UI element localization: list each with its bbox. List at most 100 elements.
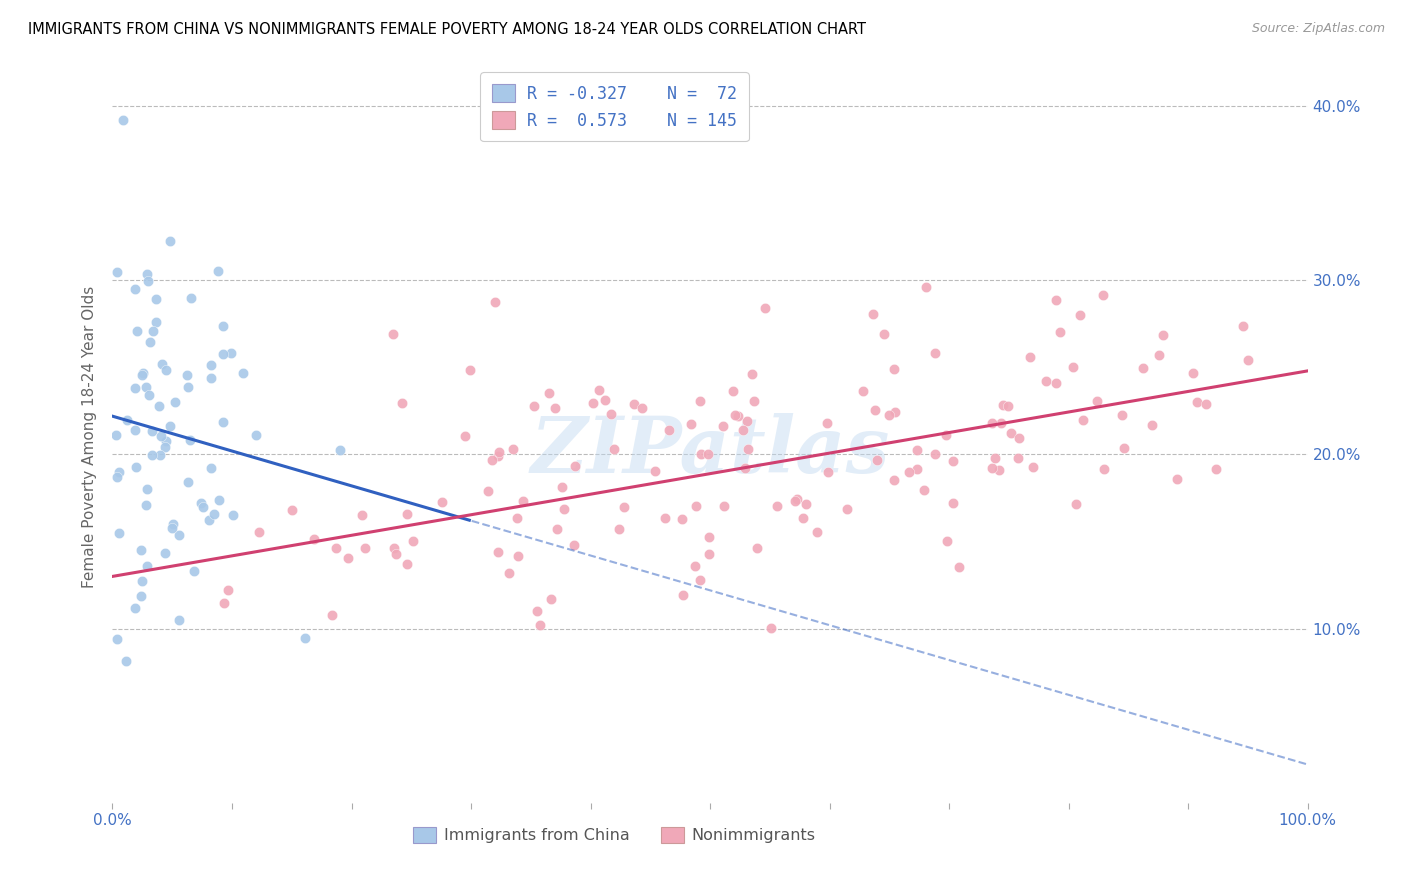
Point xyxy=(458,363,481,377)
Point xyxy=(395,557,418,571)
Point xyxy=(734,461,756,475)
Point xyxy=(141,424,163,438)
Point xyxy=(245,427,267,442)
Point xyxy=(142,324,165,338)
Point xyxy=(1022,459,1045,474)
Point xyxy=(124,600,146,615)
Point xyxy=(159,419,181,434)
Point xyxy=(741,368,763,382)
Point xyxy=(883,361,905,376)
Point xyxy=(1236,352,1258,367)
Point xyxy=(711,419,734,434)
Point xyxy=(481,453,503,467)
Point xyxy=(145,292,167,306)
Point xyxy=(551,480,574,494)
Point xyxy=(988,463,1011,477)
Point xyxy=(593,392,616,407)
Point xyxy=(862,307,884,321)
Point xyxy=(1152,327,1174,342)
Point xyxy=(506,510,529,524)
Point xyxy=(873,326,896,341)
Point xyxy=(1185,394,1208,409)
Point xyxy=(191,500,214,514)
Point xyxy=(1166,472,1188,486)
Point xyxy=(759,621,782,635)
Point xyxy=(1049,325,1071,339)
Point xyxy=(1069,308,1091,322)
Point xyxy=(742,394,765,409)
Point xyxy=(877,409,900,423)
Point xyxy=(942,496,965,510)
Point xyxy=(391,396,413,410)
Point xyxy=(600,408,623,422)
Point xyxy=(1035,374,1057,388)
Point xyxy=(212,415,235,429)
Point xyxy=(136,559,159,574)
Point xyxy=(329,442,352,457)
Point xyxy=(247,524,270,539)
Point xyxy=(537,385,560,400)
Point xyxy=(1149,348,1171,362)
Point xyxy=(124,381,146,395)
Point xyxy=(794,497,817,511)
Point xyxy=(200,461,222,475)
Point xyxy=(696,447,718,461)
Point xyxy=(294,632,316,646)
Point xyxy=(681,417,703,432)
Point xyxy=(588,383,610,397)
Point xyxy=(697,547,720,561)
Point xyxy=(936,534,959,549)
Point xyxy=(754,301,776,316)
Point xyxy=(1114,442,1136,456)
Point xyxy=(212,596,235,610)
Point xyxy=(883,473,905,487)
Point xyxy=(984,450,1007,465)
Point xyxy=(180,291,202,305)
Point xyxy=(141,448,163,462)
Point xyxy=(1085,393,1108,408)
Point xyxy=(321,608,343,623)
Point xyxy=(990,417,1012,431)
Point xyxy=(529,618,551,632)
Point xyxy=(553,501,575,516)
Point xyxy=(1071,413,1094,427)
Point xyxy=(948,560,970,574)
Point xyxy=(562,538,585,552)
Point xyxy=(325,541,347,555)
Point xyxy=(1232,319,1254,334)
Point xyxy=(1205,462,1227,476)
Point xyxy=(683,558,706,573)
Point xyxy=(382,327,405,342)
Point xyxy=(644,464,666,478)
Point xyxy=(544,401,567,416)
Point xyxy=(1140,418,1163,433)
Text: Source: ZipAtlas.com: Source: ZipAtlas.com xyxy=(1251,22,1385,36)
Point xyxy=(685,499,707,513)
Point xyxy=(150,357,173,371)
Point xyxy=(135,267,157,281)
Point xyxy=(208,492,231,507)
Point xyxy=(731,423,754,437)
Point xyxy=(138,388,160,402)
Point xyxy=(582,395,605,409)
Point xyxy=(402,533,425,548)
Point xyxy=(107,526,129,541)
Point xyxy=(176,368,198,382)
Point xyxy=(697,530,720,544)
Point xyxy=(654,510,676,524)
Point xyxy=(837,502,859,516)
Point xyxy=(658,423,681,437)
Point xyxy=(198,513,221,527)
Point xyxy=(689,394,711,409)
Point xyxy=(486,545,509,559)
Point xyxy=(200,359,222,373)
Point xyxy=(884,405,907,419)
Point xyxy=(488,445,510,459)
Point xyxy=(135,379,157,393)
Point xyxy=(395,507,418,521)
Point xyxy=(512,493,534,508)
Point xyxy=(866,453,889,467)
Point xyxy=(735,414,758,428)
Point xyxy=(145,315,167,329)
Point xyxy=(179,434,201,448)
